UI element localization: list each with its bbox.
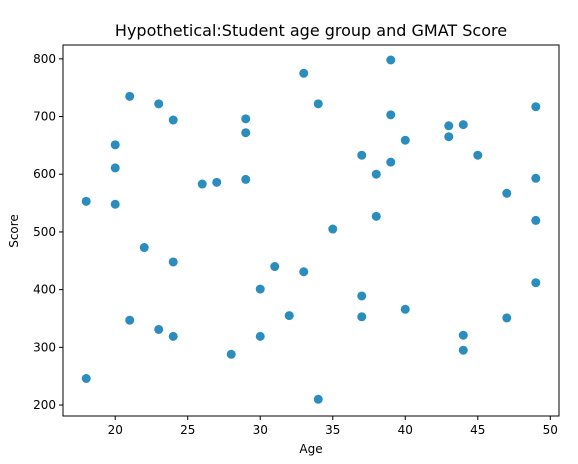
data-point bbox=[473, 150, 483, 160]
data-point bbox=[110, 140, 120, 150]
data-point bbox=[226, 349, 236, 359]
data-point bbox=[284, 311, 294, 321]
data-point bbox=[125, 315, 135, 325]
x-tick-label: 35 bbox=[325, 423, 340, 437]
plot-frame bbox=[62, 44, 560, 417]
data-point bbox=[168, 115, 178, 125]
data-point bbox=[241, 128, 251, 138]
data-point bbox=[531, 102, 541, 112]
x-tick-label: 20 bbox=[108, 423, 123, 437]
data-point bbox=[531, 173, 541, 183]
x-axis-ticks: 20 25 30 35 40 45 50 bbox=[108, 416, 558, 437]
data-point bbox=[502, 313, 512, 323]
data-point bbox=[125, 91, 135, 101]
y-tick-label: 300 bbox=[33, 340, 56, 354]
data-point bbox=[531, 215, 541, 225]
data-point bbox=[197, 179, 207, 189]
data-point bbox=[444, 121, 454, 131]
data-point bbox=[357, 150, 367, 160]
data-point bbox=[357, 291, 367, 301]
x-tick-label: 40 bbox=[398, 423, 413, 437]
data-point bbox=[154, 99, 164, 109]
data-point bbox=[110, 163, 120, 173]
data-point bbox=[386, 157, 396, 167]
data-point bbox=[400, 135, 410, 145]
data-point bbox=[241, 174, 251, 184]
data-point bbox=[371, 169, 381, 179]
data-point bbox=[458, 330, 468, 340]
data-point bbox=[255, 331, 265, 341]
data-point bbox=[139, 243, 149, 253]
data-point bbox=[400, 304, 410, 314]
points-layer bbox=[81, 55, 541, 404]
x-tick-label: 50 bbox=[543, 423, 558, 437]
x-axis-label: Age bbox=[299, 442, 322, 456]
data-point bbox=[313, 394, 323, 404]
data-point bbox=[81, 373, 91, 383]
data-point bbox=[502, 188, 512, 198]
data-point bbox=[168, 257, 178, 267]
data-point bbox=[386, 55, 396, 65]
data-point bbox=[458, 345, 468, 355]
data-point bbox=[255, 284, 265, 294]
data-point bbox=[444, 132, 454, 142]
y-axis-ticks: 200 300 400 500 600 700 800 bbox=[33, 52, 63, 412]
data-point bbox=[110, 199, 120, 209]
x-tick-label: 45 bbox=[470, 423, 485, 437]
y-axis-label: Score bbox=[7, 214, 21, 248]
data-point bbox=[168, 331, 178, 341]
data-point bbox=[154, 324, 164, 334]
data-point bbox=[328, 224, 338, 234]
y-tick-label: 200 bbox=[33, 398, 56, 412]
x-tick-label: 30 bbox=[253, 423, 268, 437]
y-tick-label: 800 bbox=[33, 52, 56, 66]
data-point bbox=[81, 196, 91, 206]
data-point bbox=[386, 110, 396, 120]
data-point bbox=[241, 114, 251, 124]
y-tick-label: 400 bbox=[33, 283, 56, 297]
y-tick-label: 700 bbox=[33, 110, 56, 124]
y-tick-label: 500 bbox=[33, 225, 56, 239]
data-point bbox=[270, 262, 280, 272]
data-point bbox=[371, 211, 381, 221]
chart-title: Hypothetical:Student age group and GMAT … bbox=[115, 21, 507, 40]
data-point bbox=[313, 99, 323, 109]
data-point bbox=[212, 177, 222, 187]
x-tick-label: 25 bbox=[180, 423, 195, 437]
data-point bbox=[357, 312, 367, 322]
data-point bbox=[299, 267, 309, 277]
data-point bbox=[531, 278, 541, 288]
data-point bbox=[299, 68, 309, 78]
y-tick-label: 600 bbox=[33, 167, 56, 181]
data-point bbox=[458, 120, 468, 130]
